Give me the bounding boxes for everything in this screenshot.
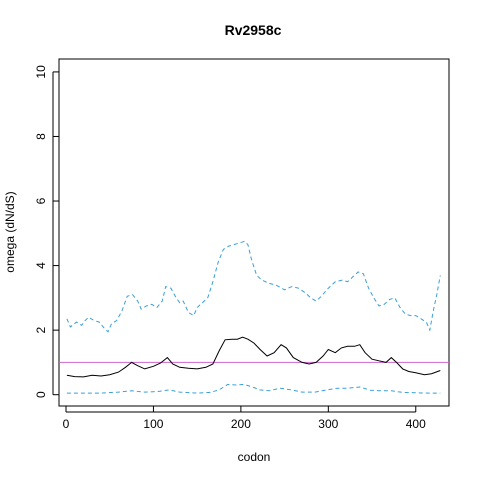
y-tick-label: 6: [34, 197, 48, 204]
series-line-2: [66, 240, 441, 333]
y-axis-label: omega (dN/dS): [3, 191, 17, 272]
chart-title: Rv2958c: [225, 22, 282, 38]
x-axis-label: codon: [238, 450, 271, 464]
y-tick-label: 10: [34, 65, 48, 79]
series-line-1: [66, 336, 441, 378]
x-tick-label: 0: [63, 417, 70, 431]
plot-frame: [58, 58, 450, 407]
x-tick-label: 300: [318, 417, 338, 431]
x-tick-label: 200: [231, 417, 251, 431]
x-tick-label: 400: [406, 417, 426, 431]
x-tick-label: 100: [143, 417, 163, 431]
series-layer: [59, 240, 449, 394]
y-tick-label: 8: [34, 133, 48, 140]
series-line-3: [66, 383, 441, 394]
y-tick-label: 0: [34, 391, 48, 398]
y-tick-label: 4: [34, 262, 48, 269]
axis-ticks: 0 100 200 300 400 0 2 4 6 8 10: [34, 65, 426, 431]
y-tick-label: 2: [34, 326, 48, 333]
